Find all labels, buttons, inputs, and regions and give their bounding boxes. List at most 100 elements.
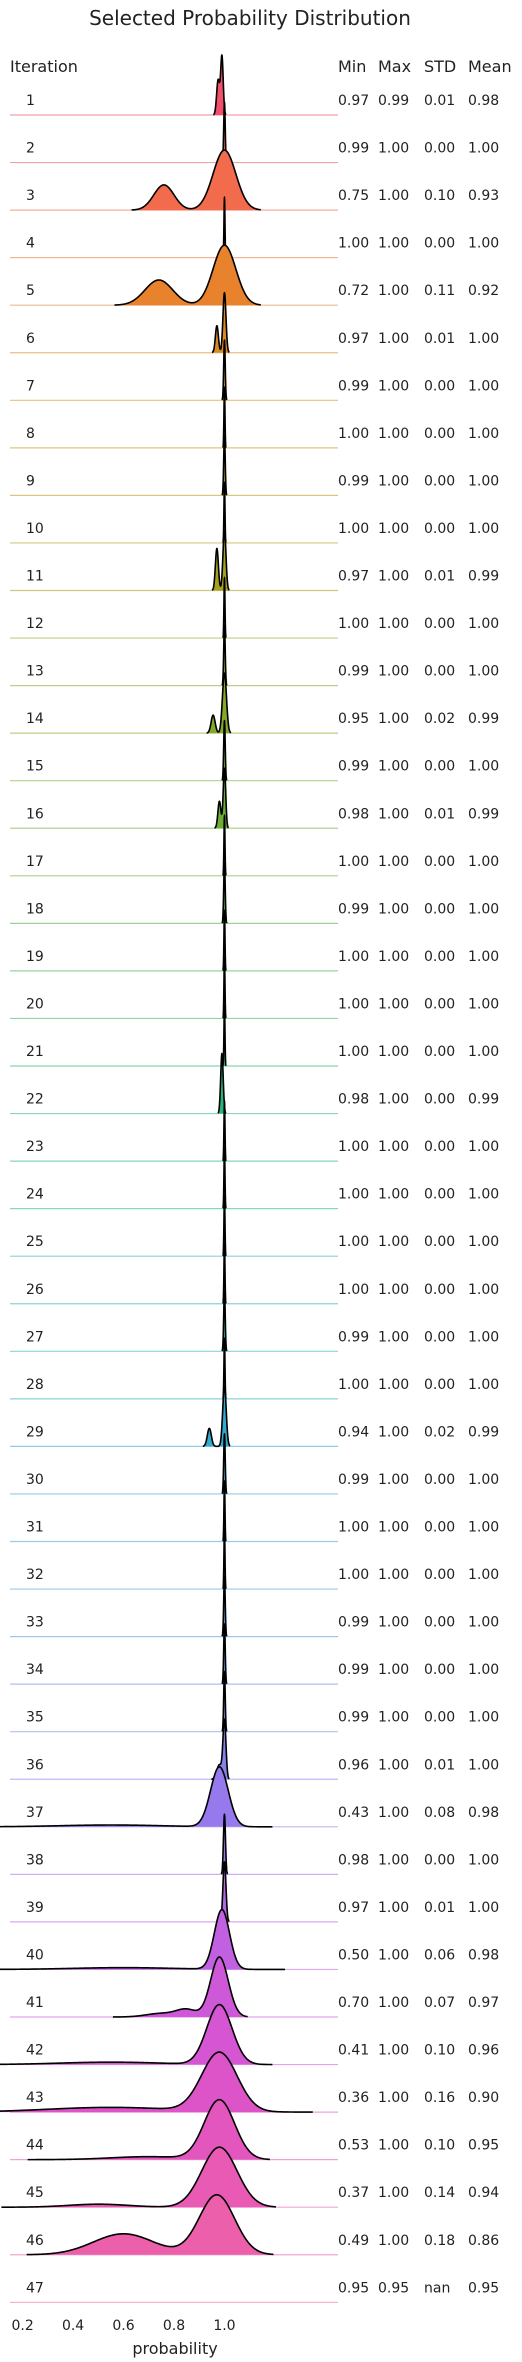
row-header-label: Iteration: [10, 57, 78, 76]
stat-mean-value: 1.00: [468, 1662, 499, 1678]
ridge-row-24: 24 1.00 1.00 0.00 1.00: [10, 1146, 499, 1210]
stat-min-value: 0.50: [338, 1947, 369, 1963]
iteration-label: 10: [26, 521, 44, 537]
density-fill: [114, 245, 261, 306]
stat-std-value: 0.00: [424, 1092, 455, 1108]
density-outline: [206, 672, 232, 734]
iteration-label: 7: [26, 378, 35, 394]
ridge-row-25: 25 1.00 1.00 0.00 1.00: [10, 1194, 499, 1257]
stat-min-value: 0.99: [338, 473, 369, 489]
density-outline: [221, 339, 228, 401]
stat-max-value: 1.00: [378, 283, 409, 299]
iteration-label: 11: [26, 569, 44, 585]
stat-max-value: 1.00: [378, 521, 409, 537]
stat-std-value: 0.00: [424, 1472, 455, 1488]
stat-min-value: 0.99: [338, 1329, 369, 1345]
ridge-row-5: 5 0.72 1.00 0.11 0.92: [10, 244, 499, 306]
stat-min-value: 0.97: [338, 569, 369, 585]
stat-max-value: 1.00: [378, 236, 409, 252]
stat-min-value: 0.99: [338, 1472, 369, 1488]
stat-std-value: 0.02: [424, 711, 455, 727]
stat-mean-value: 1.00: [468, 1615, 499, 1631]
stat-std-value: 0.02: [424, 1424, 455, 1440]
iteration-label: 39: [26, 1900, 44, 1916]
ridge-row-2: 2 0.99 1.00 0.00 1.00: [10, 101, 499, 164]
iteration-label: 33: [26, 1615, 44, 1631]
stat-header-min: Min: [338, 57, 366, 76]
iteration-label: 8: [26, 426, 35, 442]
stat-max-value: 1.00: [378, 1187, 409, 1203]
stat-header-mean: Mean: [468, 57, 512, 76]
density-outline: [112, 1956, 248, 2018]
ridge-row-39: 39 0.97 1.00 0.01 1.00: [10, 1861, 499, 1923]
x-tick-label: 0.2: [11, 2318, 33, 2334]
ridge-row-30: 30 0.99 1.00 0.00 1.00: [10, 1432, 499, 1495]
stat-max-value: 1.00: [378, 1710, 409, 1726]
stat-mean-value: 0.93: [468, 188, 499, 204]
stat-max-value: 1.00: [378, 331, 409, 347]
stat-std-value: 0.00: [424, 1187, 455, 1203]
iteration-label: 13: [26, 664, 44, 680]
stat-max-value: 1.00: [378, 759, 409, 775]
stat-mean-value: 0.98: [468, 1947, 499, 1963]
ridge-row-45: 45 0.37 1.00 0.14 0.94: [1, 2146, 499, 2208]
stat-min-value: 0.70: [338, 1995, 369, 2011]
x-tick-label: 0.8: [163, 2318, 185, 2334]
stat-min-value: 0.99: [338, 1662, 369, 1678]
stat-std-value: 0.00: [424, 901, 455, 917]
stat-headers: Min Max STD Mean: [338, 57, 512, 76]
density-outline: [0, 1765, 273, 1828]
stat-max-value: 1.00: [378, 806, 409, 822]
x-tick-label: 1.0: [213, 2318, 235, 2334]
stat-mean-value: 1.00: [468, 1377, 499, 1393]
stat-mean-value: 0.98: [468, 1805, 499, 1821]
density-outline: [221, 862, 228, 924]
stat-max-value: 1.00: [378, 1615, 409, 1631]
density-outline: [222, 1479, 227, 1542]
iteration-label: 3: [26, 188, 35, 204]
density-outline: [220, 1813, 229, 1875]
stat-mean-value: 1.00: [468, 996, 499, 1012]
iteration-label: 46: [26, 2233, 44, 2249]
stat-min-value: 1.00: [338, 1234, 369, 1250]
ridge-row-36: 36 0.96 1.00 0.01 1.00: [10, 1718, 499, 1780]
stat-std-value: 0.00: [424, 426, 455, 442]
density-outline: [212, 54, 227, 116]
stat-max-value: 1.00: [378, 711, 409, 727]
stat-max-value: 1.00: [378, 1805, 409, 1821]
density-fill: [1, 2147, 276, 2208]
stat-mean-value: 0.99: [468, 806, 499, 822]
stat-min-value: 0.95: [338, 711, 369, 727]
density-fill: [26, 2194, 274, 2255]
stat-max-value: 1.00: [378, 1757, 409, 1773]
ridge-row-7: 7 0.99 1.00 0.00 1.00: [10, 339, 499, 401]
stat-max-value: 1.00: [378, 1044, 409, 1060]
stat-std-value: 0.18: [424, 2233, 455, 2249]
stat-header-max: Max: [378, 57, 411, 76]
stat-mean-value: 0.92: [468, 283, 499, 299]
density-outline: [221, 1623, 228, 1685]
stat-mean-value: 1.00: [468, 236, 499, 252]
stat-mean-value: 0.95: [468, 2138, 499, 2154]
stat-mean-value: 0.90: [468, 2090, 499, 2106]
x-axis: 0.2 0.4 0.6 0.8 1.0: [11, 2318, 235, 2334]
iteration-label: 37: [26, 1805, 44, 1821]
density-outline: [114, 244, 261, 306]
iteration-label: 29: [26, 1424, 44, 1440]
stat-std-value: 0.10: [424, 2138, 455, 2154]
density-fill: [0, 2052, 313, 2113]
ridge-row-46: 46 0.49 1.00 0.18 0.86: [10, 2193, 499, 2256]
stat-mean-value: 1.00: [468, 1757, 499, 1773]
iteration-label: 43: [26, 2090, 44, 2106]
ridge-row-34: 34 0.99 1.00 0.00 1.00: [10, 1623, 499, 1685]
iteration-label: 14: [26, 711, 44, 727]
stat-mean-value: 1.00: [468, 1852, 499, 1868]
ridge-row-29: 29 0.94 1.00 0.02 0.99: [10, 1385, 499, 1448]
stat-min-value: 0.75: [338, 188, 369, 204]
stat-std-value: 0.00: [424, 141, 455, 157]
ridge-row-23: 23 1.00 1.00 0.00 1.00: [10, 1099, 499, 1162]
iteration-label: 2: [26, 141, 35, 157]
density-outline: [221, 1432, 228, 1495]
density-outline: [211, 291, 230, 354]
